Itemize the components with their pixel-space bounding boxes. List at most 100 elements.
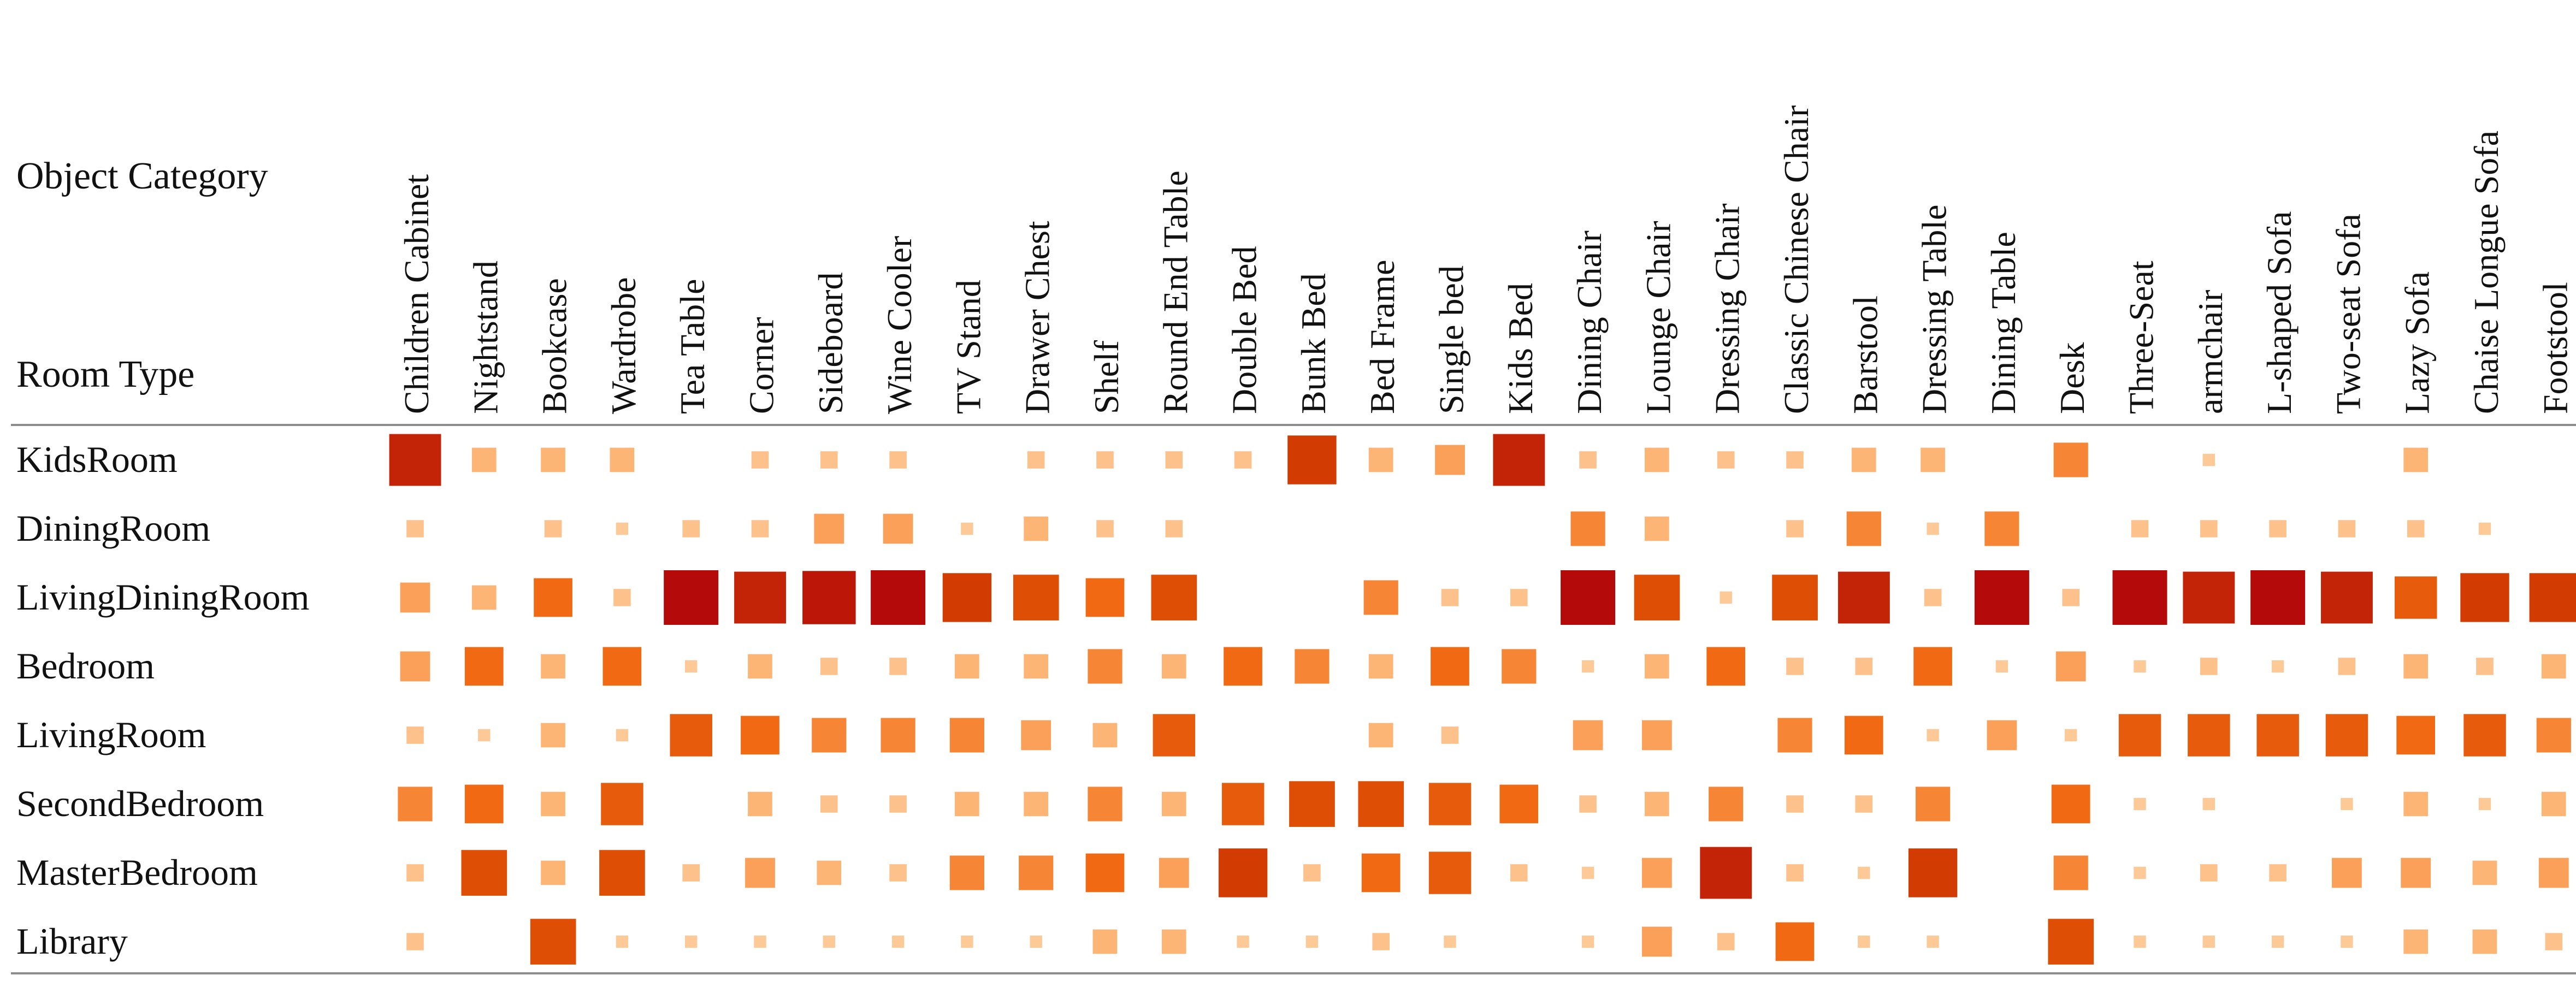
heatmap-cell [1224,647,1262,686]
heatmap-cell [2341,797,2353,811]
heatmap-cell [2403,791,2428,817]
heatmap-cell [820,795,838,813]
column-label: Single bed [1432,265,1471,414]
heatmap-cell [2478,797,2491,811]
heatmap-cell [2051,784,2090,824]
heatmap-cell [398,787,433,821]
heatmap-cell [1092,929,1118,954]
heatmap-cell [1030,935,1042,948]
heatmap-cell [1786,451,1804,469]
heatmap-cell [389,434,441,486]
heatmap-cell [1851,447,1876,472]
heatmap-cell [2053,442,2088,477]
heatmap-cell [2200,658,2218,675]
heatmap-cell [754,935,766,948]
heatmap-cell [1838,571,1890,624]
column-label: Desk [2053,342,2091,414]
heatmap-cell [2338,658,2356,675]
heatmap-cell [2269,864,2287,882]
heatmap-cell [2256,714,2299,756]
heatmap-cell [1218,848,1268,897]
heatmap-cell [1642,926,1672,957]
heatmap-cell [616,935,629,948]
heatmap-cell [613,589,631,606]
heatmap-cell [534,578,572,617]
heatmap-cell [2460,573,2509,622]
heatmap-cell [2048,919,2094,965]
heatmap-cell [2395,576,2437,619]
heatmap-cell [1363,580,1398,615]
heatmap-cell [1974,570,2029,625]
heatmap-cell [406,864,424,882]
heatmap-cell [1287,435,1337,484]
heatmap-cell [1642,720,1672,750]
heatmap-cell [2183,571,2235,624]
heatmap-cell [541,860,565,885]
heatmap-cell [1441,726,1459,744]
heatmap-cell [1772,575,1818,620]
heatmap-cell [406,520,424,537]
heatmap-cell [541,654,565,679]
heatmap-cell [2112,570,2167,625]
column-label: Nightstand [466,261,505,414]
heatmap-cell [1502,649,1537,684]
heatmap-cell [1237,935,1249,948]
heatmap-cell [2202,935,2215,948]
heatmap-cell [2403,654,2428,679]
heatmap-cell [464,647,504,686]
heatmap-cell [889,864,907,882]
heatmap-cell [1634,575,1680,620]
heatmap-cell [406,726,424,744]
heatmap-cell [1088,649,1122,684]
heatmap-cell [1510,864,1528,882]
heatmap-cell [1995,660,2008,673]
heatmap-cell [2396,716,2435,755]
heatmap-cell [942,573,992,622]
heatmap-cell [1570,511,1605,546]
heatmap-cell [616,729,629,742]
heatmap-cell [541,723,565,748]
heatmap-cell [1858,935,1870,948]
heatmap-cell [2545,933,2563,950]
heatmap-cell [812,718,847,753]
column-label: Bunk Bed [1294,273,1333,414]
heatmap-cell [1368,654,1393,679]
heatmap-cell [1700,847,1752,899]
heatmap-cell [1642,858,1672,888]
heatmap-cell [1510,589,1528,606]
column-label: Classic Chinese Chair [1777,105,1816,414]
column-label: Two-seat Sofa [2329,214,2367,414]
heatmap-cell [1706,647,1745,686]
column-axis-title: Object Category [16,155,268,197]
heatmap-cell [2202,797,2215,811]
column-label: Kids Bed [1501,283,1540,414]
heatmap-cell [530,919,576,965]
heatmap-cell [1361,853,1401,893]
heatmap-cell [1444,935,1456,948]
heatmap-cell [1372,933,1390,950]
heatmap-cell [891,935,905,948]
heatmap-cell [2472,860,2497,885]
heatmap-cell [599,850,645,896]
heatmap-cell [961,935,973,948]
heatmap-cell [1921,447,1945,472]
heatmap-cell [1579,795,1597,813]
heatmap-cell [2134,866,2146,879]
heatmap-cell [2478,522,2491,535]
heatmap-cell [734,571,786,624]
heatmap-cell [2269,520,2287,537]
heatmap-cell [1581,660,1594,673]
heatmap-cell [748,654,772,679]
heatmap-cell [1987,720,2017,750]
heatmap-cell [461,850,507,896]
heatmap-cell [2401,858,2431,888]
heatmap-cell [541,791,565,817]
heatmap-cell [1499,784,1539,824]
heatmap-cell [2341,935,2353,948]
heatmap-cell [1368,447,1393,472]
heatmap-cell [1441,589,1459,606]
heatmap-cell [1088,787,1122,821]
heatmap-cell [1855,795,1873,813]
row-label: LivingDiningRoom [16,576,309,618]
heatmap-cell [1581,866,1594,879]
